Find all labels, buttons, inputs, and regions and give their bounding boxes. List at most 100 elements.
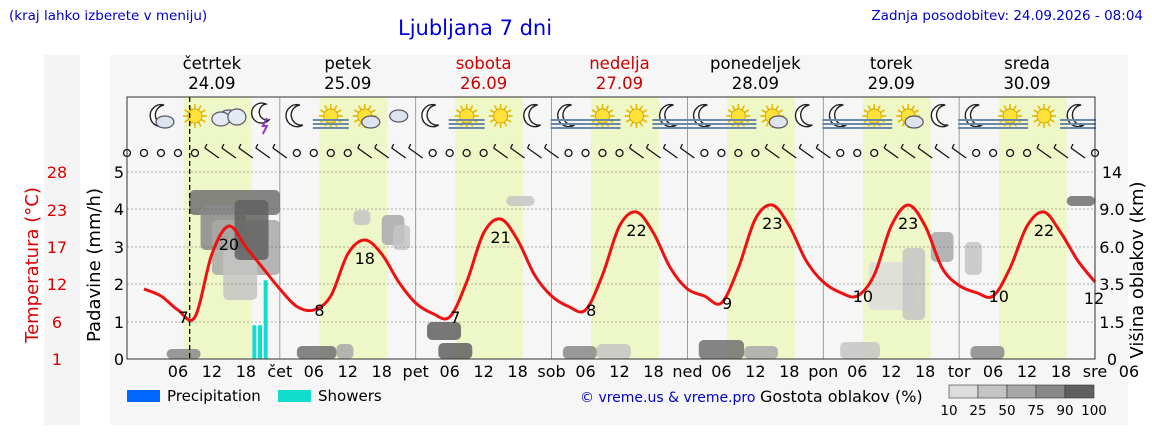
location-menu-note: (kraj lahko izberete v meniju) <box>9 8 208 24</box>
legend-swatch <box>127 390 160 402</box>
sun-fog-icon <box>584 104 621 129</box>
wind-calm <box>428 148 437 158</box>
x-tick-label: 06 <box>711 362 731 381</box>
sun-icon <box>624 104 649 128</box>
moon-icon <box>285 103 304 128</box>
shower-bar <box>258 325 263 359</box>
day-name: četrtek <box>183 54 242 73</box>
wind-calm <box>326 148 335 158</box>
temperature-tick: 1 <box>52 350 62 369</box>
cloud-legend-value: 25 <box>969 403 986 419</box>
moon-fog-icon <box>686 103 723 129</box>
temperature-label: 23 <box>762 214 782 233</box>
wind-barb <box>900 147 916 159</box>
temperature-tick: 6 <box>52 313 62 332</box>
wind-calm <box>853 148 862 158</box>
temperature-tick: 28 <box>47 163 67 182</box>
cloud-legend-swatch <box>1035 384 1066 399</box>
wind-calm <box>139 148 149 158</box>
wind-calm <box>988 148 998 158</box>
temperature-label: 8 <box>314 301 324 320</box>
wind-calm <box>700 148 709 158</box>
sun-fog-icon <box>720 104 757 129</box>
day-date: 24.09 <box>188 74 235 93</box>
wind-barb <box>646 147 661 159</box>
x-tick-label: 12 <box>473 362 493 381</box>
wind-calm <box>173 148 183 158</box>
daylight-band <box>591 97 660 359</box>
moon-fog-icon <box>550 103 587 129</box>
wind-barb <box>221 147 237 159</box>
wind-barb <box>629 147 644 159</box>
cloud-blob <box>596 344 631 359</box>
precipitation-tick: 5 <box>114 163 124 182</box>
temperature-label: 10 <box>853 287 873 306</box>
x-tick-label: 18 <box>236 362 256 381</box>
sun-fog-icon <box>448 104 485 129</box>
cloud-icon <box>389 109 409 123</box>
wind-barb <box>917 147 933 159</box>
wind-barb <box>764 147 780 159</box>
x-tick-label: sre <box>1083 362 1107 381</box>
wind-calm <box>564 148 573 158</box>
temperature-axis-title: Temperatura (°C) <box>22 187 43 344</box>
day-bands <box>183 97 1067 359</box>
temperature-tick: 12 <box>47 275 67 294</box>
wind-calm <box>309 148 318 158</box>
day-date: 29.09 <box>868 74 915 93</box>
x-tick-label: sob <box>537 362 565 381</box>
weather-icons <box>149 102 1097 135</box>
cloud-blob <box>562 346 597 359</box>
legend: Precipitation Showers © vreme.us & vreme.p… <box>127 384 1107 419</box>
wind-calm <box>462 148 471 158</box>
wind-calm <box>751 148 760 158</box>
precipitation-tick: 1 <box>114 313 124 332</box>
daylight-band <box>455 97 524 359</box>
temperature-label: 7 <box>450 308 460 327</box>
cloud-legend-swatch <box>1064 384 1095 399</box>
day-name: sreda <box>1004 54 1050 73</box>
sun-icon <box>182 104 207 128</box>
precipitation-tick: 2 <box>114 275 124 294</box>
x-tick-label: 12 <box>745 362 765 381</box>
day-name: sobota <box>456 54 512 73</box>
moon-icon <box>421 103 440 128</box>
moon-icon <box>930 103 949 128</box>
temperature-label: 22 <box>1034 221 1054 240</box>
x-tick-label: pon <box>808 362 838 381</box>
sun-icon <box>488 104 513 128</box>
cloud-height-tick: 6.0 <box>1099 238 1124 257</box>
daylight-band <box>319 97 388 359</box>
x-tick-label: 12 <box>202 362 222 381</box>
cloud-legend-swatch <box>948 384 979 399</box>
day-date: 26.09 <box>460 74 507 93</box>
temperature-label: 10 <box>989 287 1009 306</box>
wind-barb <box>255 147 271 159</box>
day-date: 27.09 <box>596 74 643 93</box>
wind-calm <box>1022 148 1032 158</box>
temperature-label: 23 <box>898 214 918 233</box>
wind-row <box>122 143 1100 159</box>
wind-calm <box>445 148 454 158</box>
wind-calm <box>292 148 301 158</box>
wind-barb <box>408 147 424 159</box>
sun-fog-icon <box>992 104 1029 129</box>
sun-icon <box>1032 104 1057 128</box>
temperature-label: 20 <box>219 235 239 254</box>
wind-barb <box>357 147 373 159</box>
cloud-height-tick: 9.0 <box>1099 200 1124 219</box>
x-tick-label: 06 <box>304 362 324 381</box>
wind-calm <box>598 148 607 158</box>
x-tick-label: 18 <box>372 362 392 381</box>
moon-icon <box>523 103 541 128</box>
x-tick-label: 06 <box>983 362 1003 381</box>
moon-fog-icon <box>822 103 859 129</box>
x-tick-label: 18 <box>779 362 799 381</box>
moon-fog-icon <box>1060 103 1097 129</box>
sun-cloud-icon <box>352 104 381 129</box>
page-title: Ljubljana 7 dni <box>398 16 553 40</box>
x-tick-label: 18 <box>643 362 663 381</box>
wind-calm <box>479 148 488 158</box>
cloud-height-axis-title: Višina oblakov (km) <box>1127 181 1148 358</box>
